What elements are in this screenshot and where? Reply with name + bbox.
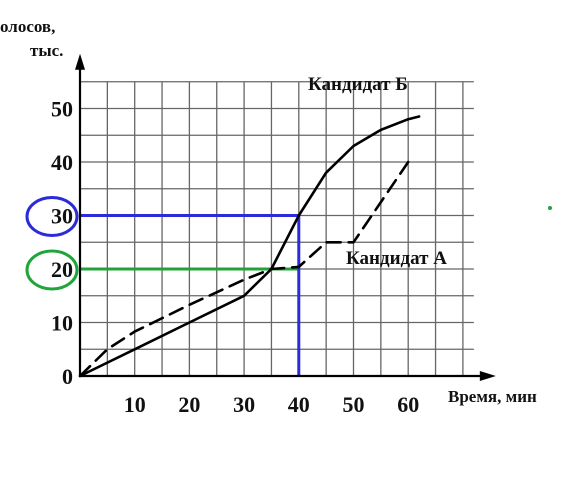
grid (80, 81, 474, 376)
x-axis-arrow (479, 371, 496, 381)
y-tick-label: 50 (51, 97, 73, 122)
x-tick-label: 60 (397, 392, 419, 417)
y-tick-label: 20 (51, 257, 73, 282)
x-tick-label: 40 (288, 392, 310, 417)
y-tick-label: 0 (62, 364, 73, 389)
stray-dot (548, 206, 552, 210)
y-tick-label: 30 (51, 204, 73, 229)
x-axis-title: Время, мин (448, 387, 537, 406)
series-lines (78, 115, 421, 378)
highlight-circle-30 (25, 196, 79, 237)
y-tick-label: 10 (51, 311, 73, 336)
y-axis-title-line1: олосов, (0, 17, 55, 36)
series-label-a: Кандидат А (346, 248, 447, 269)
axes (75, 53, 496, 381)
x-tick-label: 10 (124, 392, 146, 417)
series-line-1 (78, 115, 421, 378)
guide-lines (80, 214, 301, 376)
x-tick-label: 30 (233, 392, 255, 417)
y-axis-title-line2: тыс. (30, 41, 63, 60)
y-tick-label: 40 (51, 150, 73, 175)
annotations (25, 196, 79, 291)
series-label-b: Кандидат Б (308, 74, 408, 95)
series-line-2 (78, 160, 410, 378)
highlight-circle-20 (25, 249, 79, 291)
tick-labels: 10 20 30 40 50 60 0 10 20 30 40 50 Кандидат Б Кандида… (51, 74, 447, 417)
x-tick-label: 20 (178, 392, 200, 417)
y-axis-arrow (75, 53, 85, 70)
x-tick-label: 50 (343, 392, 365, 417)
